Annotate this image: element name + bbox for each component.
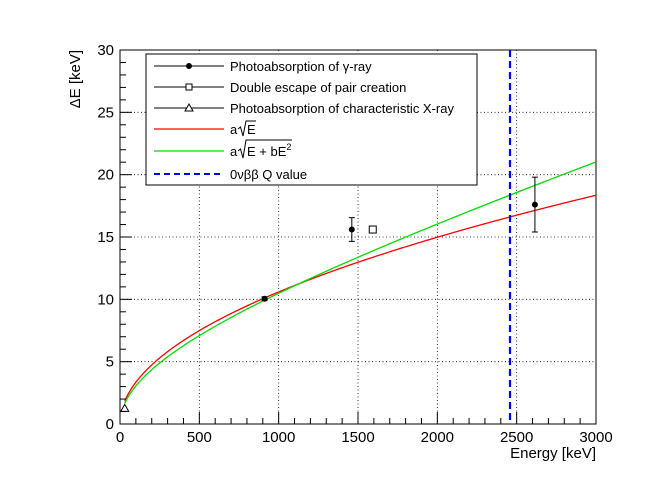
axis-ticks — [119, 49, 597, 425]
y-tick-label: 5 — [106, 354, 114, 371]
legend-fit-sqrt-body: E — [247, 122, 256, 137]
legend-photo-gamma-label: Photoabsorption of γ-ray — [230, 59, 372, 74]
fit-curve-sqrt — [124, 194, 597, 402]
x-axis-title: Energy [keV] — [510, 445, 596, 462]
x-tick-label: 1000 — [262, 429, 295, 446]
x-tick-label: 0 — [116, 429, 124, 446]
y-tick-label: 30 — [97, 42, 114, 59]
x-tick-label: 500 — [187, 429, 212, 446]
y-axis-title: ΔE [keV] — [67, 50, 84, 108]
legend-q-value-label: 0νββ Q value — [230, 167, 307, 182]
point-photo-gamma — [261, 295, 268, 302]
point-double-escape — [368, 225, 377, 234]
legend-photo-gamma-marker — [186, 63, 192, 69]
legend: Photoabsorption of γ-ray Double escape o… — [145, 53, 478, 186]
point-photo-xray — [119, 403, 130, 412]
x-tick-label: 2000 — [421, 429, 454, 446]
legend-double-escape-marker — [185, 83, 193, 91]
legend-fit-sqrt-radical — [237, 120, 256, 137]
fit-curve-sqrt-quad — [124, 161, 597, 404]
point-photo-gamma — [348, 226, 355, 233]
legend-fit-sqrt-label: a E — [230, 120, 256, 137]
fit-curves — [124, 161, 597, 404]
legend-fit-quad-a: a — [230, 144, 238, 159]
legend-fit-quad-body: E + bE2 — [247, 142, 291, 159]
legend-fit-quad-radical — [237, 139, 292, 159]
tick-labels: 0 500 1000 1500 2000 2500 3000 0 5 10 15 20 25 30 — [97, 42, 612, 446]
legend-fit-quad-label: a E + bE2 — [230, 139, 292, 159]
legend-fit-sqrt-a: a — [230, 122, 238, 137]
legend-photo-xray-marker — [184, 102, 194, 112]
legend-double-escape-label: Double escape of pair creation — [230, 80, 406, 95]
legend-box — [145, 53, 478, 186]
x-tick-label: 1500 — [341, 429, 374, 446]
x-tick-label: 2500 — [500, 429, 533, 446]
y-tick-label: 20 — [97, 167, 114, 184]
legend-photo-xray-label: Photoabsorption of characteristic X-ray — [230, 101, 454, 116]
y-tick-label: 0 — [106, 416, 114, 433]
data-points — [119, 176, 538, 412]
x-tick-label: 3000 — [579, 429, 612, 446]
point-photo-gamma — [531, 201, 538, 208]
y-tick-label: 10 — [97, 291, 114, 308]
y-tick-label: 15 — [97, 229, 114, 246]
y-tick-label: 25 — [97, 104, 114, 121]
